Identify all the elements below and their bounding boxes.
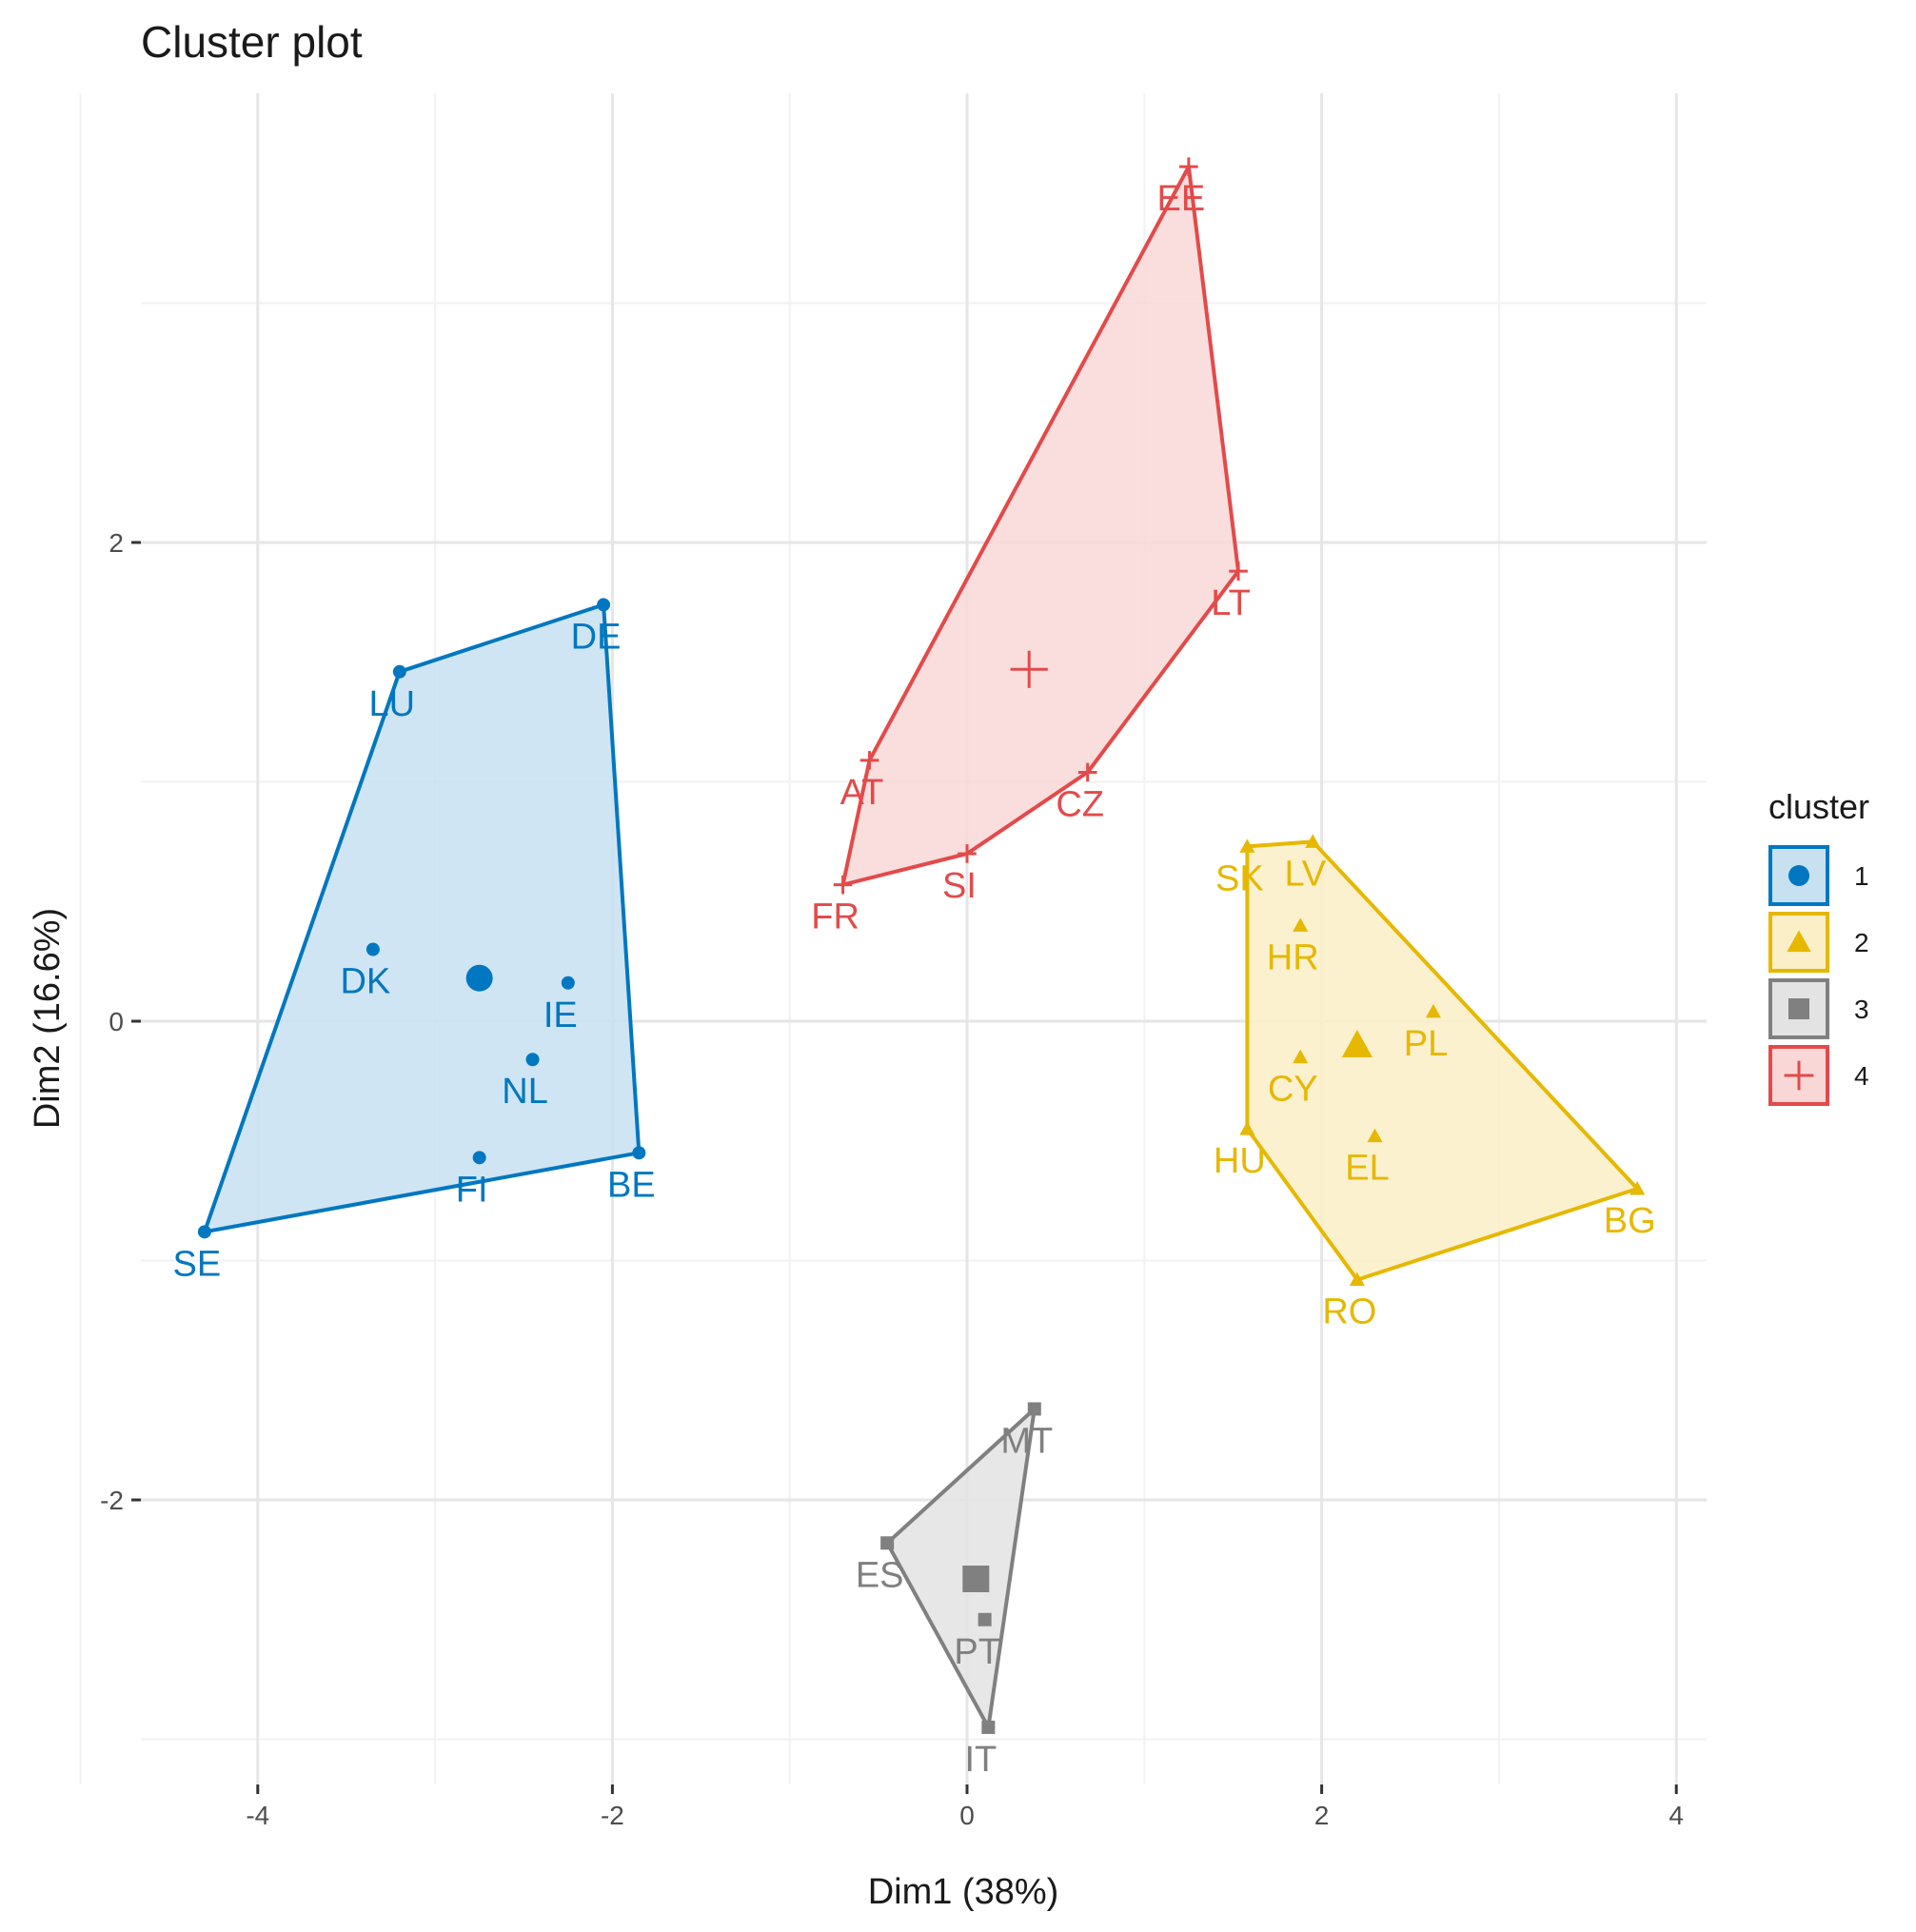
cluster-3-centroid bbox=[962, 1565, 990, 1592]
legend-label-3: 3 bbox=[1854, 995, 1869, 1024]
point-AT bbox=[859, 751, 879, 770]
point-label-LU: LU bbox=[369, 684, 416, 724]
point-EL bbox=[1367, 1128, 1383, 1143]
point-PL bbox=[1425, 1003, 1442, 1018]
point-label-PL: PL bbox=[1404, 1024, 1448, 1064]
point-SK bbox=[1239, 838, 1255, 853]
axes: -4 -2 0 2 4 -2 0 2 bbox=[100, 528, 1684, 1830]
point-label-EE: EE bbox=[1157, 179, 1206, 219]
point-FI bbox=[472, 1151, 486, 1165]
y-tick-label: -2 bbox=[100, 1486, 124, 1515]
cluster-1-hull bbox=[202, 602, 642, 1234]
point-label-IE: IE bbox=[543, 996, 578, 1035]
cluster-1-centroid bbox=[465, 964, 493, 992]
point-IE bbox=[561, 976, 575, 990]
data-points bbox=[197, 157, 1646, 1734]
cluster-4-centroid bbox=[1010, 650, 1048, 688]
point-label-CZ: CZ bbox=[1056, 784, 1104, 824]
point-label-MT: MT bbox=[1000, 1421, 1053, 1461]
point-HR bbox=[1293, 917, 1309, 932]
cluster-2-centroid bbox=[1341, 1030, 1373, 1058]
point-label-BG: BG bbox=[1604, 1201, 1656, 1241]
y-axis-title: Dim2 (16.6%) bbox=[28, 908, 68, 1129]
legend-key-symbol-4 bbox=[1784, 1060, 1814, 1091]
x-tick-label: 4 bbox=[1669, 1801, 1684, 1830]
point-HU bbox=[1239, 1121, 1255, 1135]
point-label-AT: AT bbox=[840, 773, 884, 813]
point-label-EL: EL bbox=[1345, 1149, 1389, 1189]
point-MT bbox=[1027, 1402, 1041, 1416]
point-label-PT: PT bbox=[954, 1632, 1000, 1672]
point-BG bbox=[1630, 1181, 1646, 1195]
point-RO bbox=[1349, 1272, 1365, 1287]
legend-title: cluster bbox=[1768, 787, 1869, 826]
point-label-SK: SK bbox=[1215, 858, 1264, 898]
y-tick-label: 2 bbox=[109, 528, 124, 558]
point-LV bbox=[1305, 834, 1321, 848]
point-label-LT: LT bbox=[1211, 583, 1251, 623]
point-label-CY: CY bbox=[1268, 1070, 1318, 1110]
x-tick-label: 0 bbox=[959, 1801, 975, 1830]
legend: cluster 1 2 3 4 bbox=[1768, 787, 1869, 1106]
point-BE bbox=[632, 1146, 646, 1160]
point-label-ES: ES bbox=[856, 1555, 904, 1595]
point-LT bbox=[1229, 562, 1248, 581]
point-EE bbox=[1179, 157, 1198, 176]
chart-title: Cluster plot bbox=[141, 17, 363, 67]
legend-label-4: 4 bbox=[1854, 1061, 1869, 1091]
point-IT bbox=[981, 1720, 996, 1734]
legend-key-symbol-1 bbox=[1788, 865, 1809, 886]
cluster-3-hull bbox=[885, 1407, 1037, 1729]
point-PT bbox=[978, 1612, 992, 1626]
legend-label-2: 2 bbox=[1854, 928, 1869, 957]
point-label-FI: FI bbox=[456, 1170, 488, 1210]
y-tick-label: 0 bbox=[109, 1007, 124, 1036]
point-label-SE: SE bbox=[173, 1244, 222, 1284]
point-CZ bbox=[1077, 762, 1097, 782]
x-tick-label: -4 bbox=[246, 1801, 269, 1830]
x-tick-label: 2 bbox=[1314, 1801, 1330, 1830]
point-label-FR: FR bbox=[811, 897, 859, 937]
legend-label-1: 1 bbox=[1854, 861, 1869, 891]
point-FR bbox=[833, 875, 853, 895]
point-label-IT: IT bbox=[964, 1740, 997, 1780]
cluster-hulls bbox=[202, 165, 1640, 1729]
point-label-RO: RO bbox=[1322, 1292, 1376, 1332]
point-label-SI: SI bbox=[942, 866, 977, 906]
point-labels: LU DE BE SE DK IE NL FI SK LV BG RO HU HR PL CY EL MT ES IT… bbox=[173, 179, 1656, 1780]
cluster-4-hull bbox=[840, 165, 1240, 887]
point-SI bbox=[958, 844, 977, 863]
point-label-HR: HR bbox=[1267, 937, 1319, 977]
x-axis-title: Dim1 (38%) bbox=[868, 1872, 1059, 1912]
legend-key-symbol-2 bbox=[1787, 930, 1811, 953]
point-DE bbox=[597, 598, 611, 612]
point-LU bbox=[392, 664, 406, 679]
point-label-DK: DK bbox=[340, 962, 390, 1002]
point-SE bbox=[197, 1225, 211, 1239]
point-label-LV: LV bbox=[1284, 854, 1326, 894]
point-CY bbox=[1293, 1049, 1309, 1064]
point-NL bbox=[525, 1053, 540, 1067]
point-label-HU: HU bbox=[1214, 1141, 1266, 1181]
point-DK bbox=[365, 942, 380, 956]
legend-key-symbol-3 bbox=[1788, 998, 1809, 1019]
point-label-DE: DE bbox=[571, 617, 622, 657]
point-label-NL: NL bbox=[502, 1072, 548, 1112]
cluster-2-hull bbox=[1245, 839, 1640, 1282]
point-label-BE: BE bbox=[607, 1165, 656, 1205]
point-ES bbox=[880, 1536, 895, 1550]
x-tick-label: -2 bbox=[601, 1801, 624, 1830]
